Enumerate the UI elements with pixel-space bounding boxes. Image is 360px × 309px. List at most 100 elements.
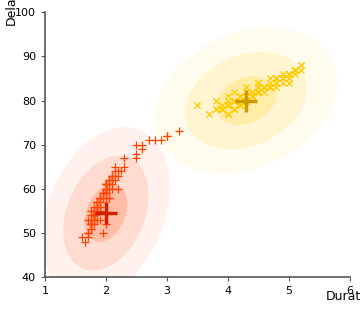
Point (100, 191, 106, 196)
Point (91, 213, 96, 218)
Point (100, 191, 106, 196)
Point (243, 94, 249, 99)
Point (261, 85, 267, 90)
Point (292, 67, 298, 72)
Point (249, 89, 255, 94)
Point (243, 94, 249, 99)
Point (88, 217, 94, 222)
Point (106, 178, 112, 183)
Point (82, 239, 87, 244)
Point (286, 72, 292, 77)
Point (292, 67, 298, 72)
Point (225, 111, 231, 116)
Point (231, 98, 237, 103)
Point (88, 222, 94, 226)
Point (106, 178, 112, 183)
Point (103, 186, 109, 191)
Point (225, 111, 231, 116)
Point (103, 186, 109, 191)
Point (225, 103, 231, 108)
Point (274, 76, 279, 81)
Point (231, 107, 237, 112)
Point (249, 94, 255, 99)
Point (237, 103, 243, 108)
Point (237, 103, 243, 108)
Point (97, 209, 103, 214)
Point (146, 138, 152, 143)
Point (249, 89, 255, 94)
Point (298, 67, 304, 72)
Point (255, 89, 261, 94)
Point (280, 76, 285, 81)
Ellipse shape (216, 76, 276, 125)
Point (255, 85, 261, 90)
Point (286, 72, 292, 77)
Point (91, 213, 96, 218)
Point (261, 89, 267, 94)
Point (109, 178, 115, 183)
Point (225, 103, 231, 108)
Point (91, 209, 96, 214)
Point (237, 98, 243, 103)
Point (286, 72, 292, 77)
Point (152, 138, 158, 143)
Point (109, 182, 115, 187)
Point (280, 76, 285, 81)
Point (109, 173, 115, 178)
Point (103, 191, 109, 196)
Point (103, 191, 109, 196)
Point (292, 72, 298, 77)
Point (274, 76, 279, 81)
Point (88, 222, 94, 226)
Point (97, 217, 103, 222)
Point (106, 195, 112, 200)
Point (118, 169, 124, 174)
Point (243, 94, 249, 99)
Point (255, 89, 261, 94)
Point (243, 94, 249, 99)
Point (112, 173, 118, 178)
Point (115, 173, 121, 178)
Point (103, 182, 109, 187)
Ellipse shape (155, 28, 337, 173)
Point (109, 173, 115, 178)
Point (249, 89, 255, 94)
Point (225, 103, 231, 108)
Point (100, 195, 106, 200)
Point (255, 80, 261, 85)
Point (103, 186, 109, 191)
Point (219, 107, 225, 112)
Point (255, 89, 261, 94)
Point (225, 103, 231, 108)
Point (134, 151, 139, 156)
Point (267, 85, 273, 90)
Point (106, 195, 112, 200)
Point (164, 133, 170, 138)
Point (225, 103, 231, 108)
Point (106, 182, 112, 187)
Point (219, 107, 225, 112)
Point (85, 217, 91, 222)
Point (97, 200, 103, 205)
Point (85, 231, 91, 235)
Point (255, 89, 261, 94)
Ellipse shape (63, 156, 149, 271)
Point (100, 191, 106, 196)
Point (237, 98, 243, 103)
Point (94, 200, 100, 205)
Point (261, 85, 267, 90)
Point (243, 85, 249, 90)
Point (134, 155, 139, 160)
Point (97, 195, 103, 200)
Point (231, 98, 237, 103)
Point (91, 222, 96, 226)
Point (225, 94, 231, 99)
Ellipse shape (185, 52, 307, 149)
X-axis label: Duration: Duration (325, 290, 360, 303)
Point (286, 80, 292, 85)
Point (88, 226, 94, 231)
Point (231, 98, 237, 103)
Point (231, 89, 237, 94)
Point (267, 76, 273, 81)
Point (261, 85, 267, 90)
